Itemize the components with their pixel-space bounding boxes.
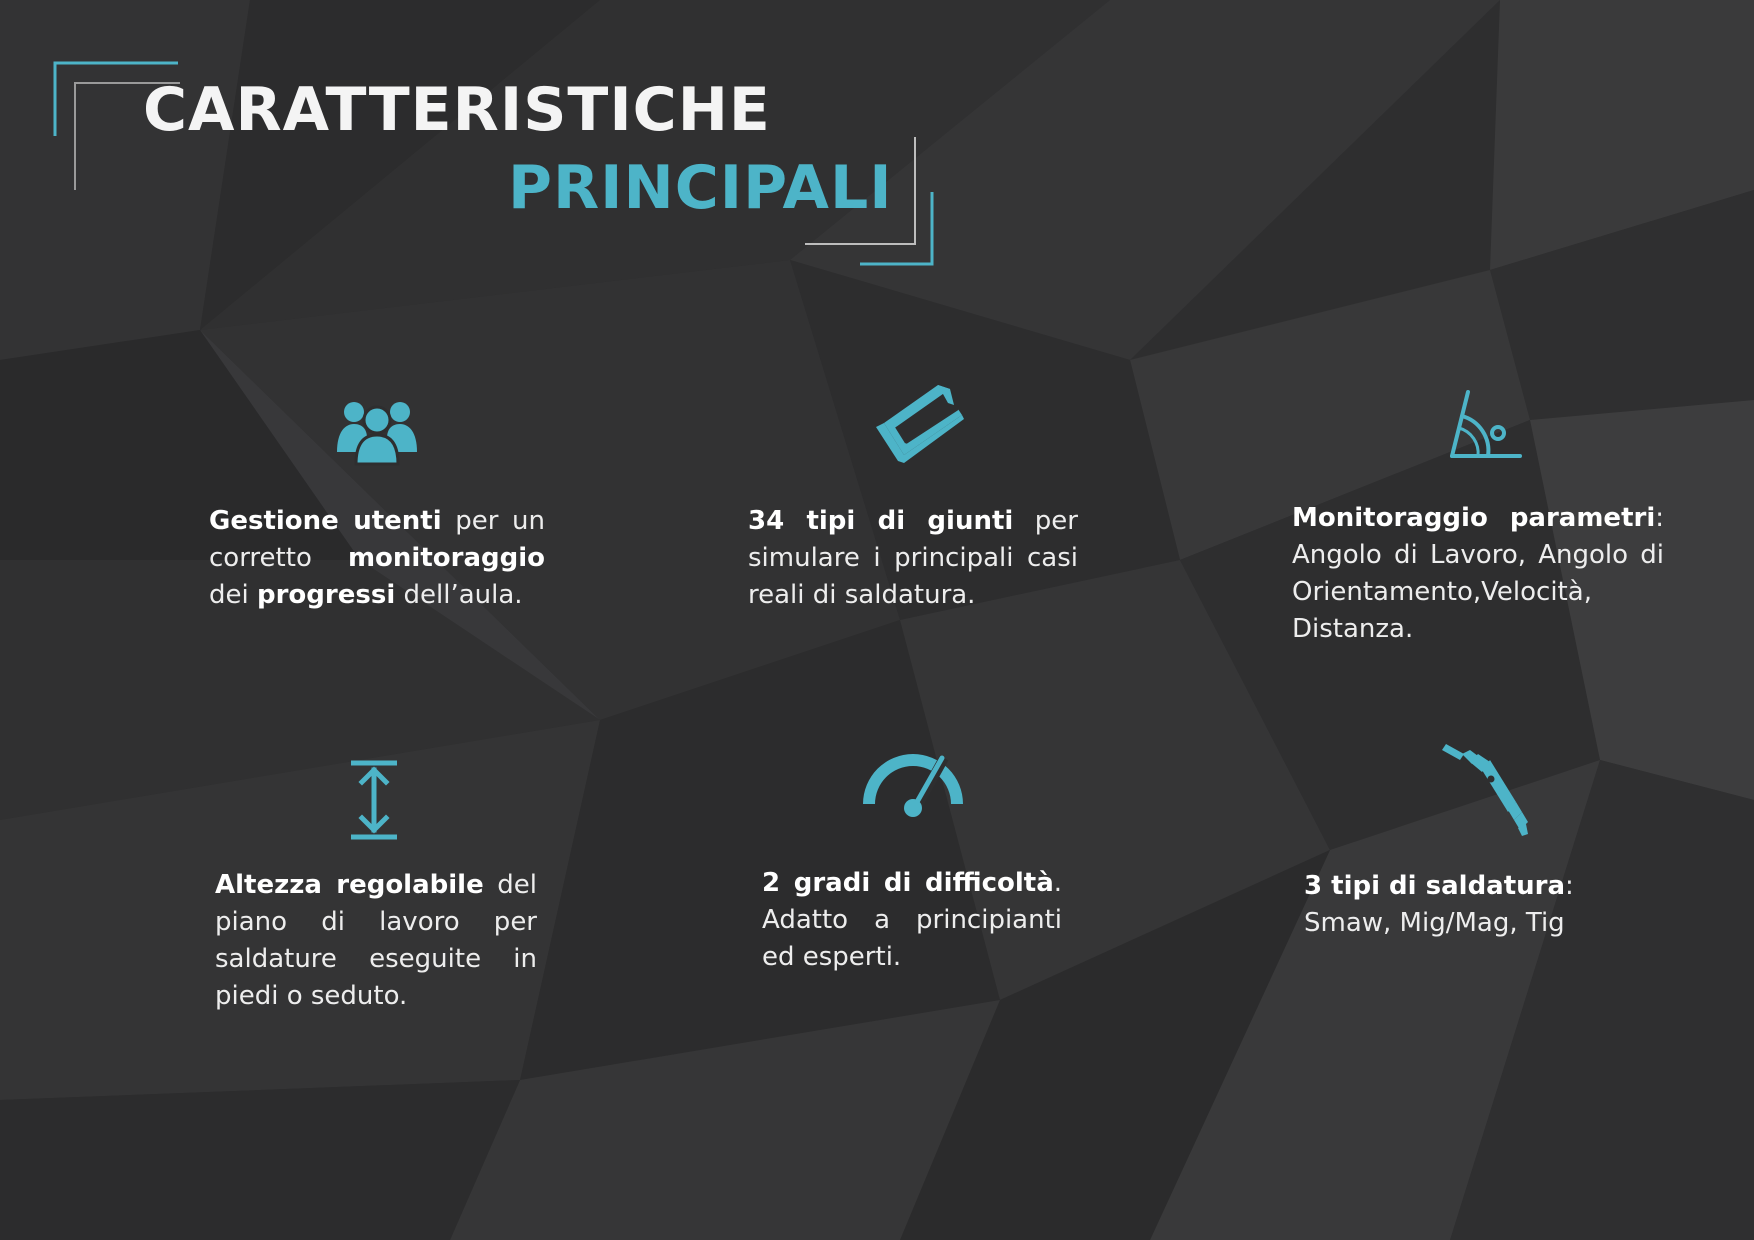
description-text: . Adatto a principianti ed esperti. (762, 868, 1062, 972)
heading-line-2: PRINCIPALI (508, 153, 893, 223)
highlight-text: Altezza regolabile (215, 870, 484, 900)
description-text: dell’aula. (395, 580, 523, 610)
heading-frame-top-left (53, 61, 180, 190)
highlight-text: progressi (257, 580, 396, 610)
feature-description: Altezza regolabile del piano di lavoro p… (215, 867, 537, 1015)
highlight-text: 34 tipi di giunti (748, 506, 1014, 536)
description-text: per simulare i principali casi reali di … (748, 506, 1078, 610)
feature-description: 2 gradi di difficoltà. Adatto a principi… (762, 865, 1062, 976)
welding-torch-icon (1442, 744, 1528, 836)
speedometer-icon (863, 754, 963, 817)
feature-description: 3 tipi di saldatura: Smaw, Mig/Mag, Tig (1304, 868, 1624, 942)
description-text: : Angolo di Lavoro, Angolo di Orientamen… (1292, 503, 1664, 644)
highlight-text: Monitoraggio parametri (1292, 503, 1656, 533)
heading-line-1: CARATTERISTICHE (143, 75, 771, 145)
feature-description: Gestione utenti per un corretto monitora… (209, 503, 545, 614)
angle-measure-icon (1450, 390, 1522, 458)
highlight-text: 3 tipi di saldatura (1304, 871, 1566, 901)
highlight-text: 2 gradi di difficoltà (762, 868, 1054, 898)
description-text: per un corretto (209, 506, 545, 573)
feature-description: Monitoraggio parametri: Angolo di Lavoro… (1292, 500, 1664, 648)
feature-description: 34 tipi di giunti per simulare i princip… (748, 503, 1078, 614)
users-group-icon (337, 402, 417, 466)
angle-profile-icon (876, 385, 964, 463)
description-text: dei (209, 580, 257, 610)
height-adjust-icon (351, 760, 397, 840)
description-text: del piano di lavoro per saldature esegui… (215, 870, 537, 1011)
description-text: : Smaw, Mig/Mag, Tig (1304, 871, 1574, 938)
highlight-text: Gestione utenti (209, 506, 442, 536)
heading-frame-bottom-right (805, 137, 934, 266)
highlight-text: monitoraggio (347, 543, 545, 573)
